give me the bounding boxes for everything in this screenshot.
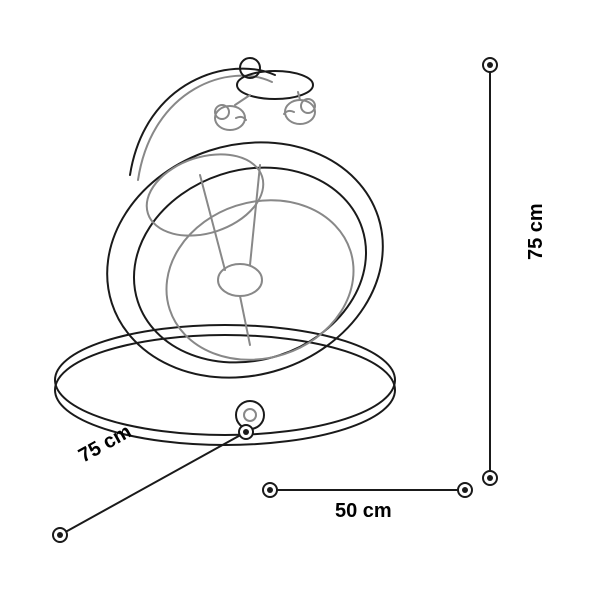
seat-pad xyxy=(146,176,375,383)
dim-markers xyxy=(53,58,497,542)
toy-bird-right xyxy=(284,99,315,124)
control-knob xyxy=(236,401,264,429)
base-ring-bottom xyxy=(55,335,395,445)
product-sketch xyxy=(55,58,414,445)
harness-strap-right xyxy=(250,165,260,265)
control-knob-inner xyxy=(244,409,256,421)
toy-string-left xyxy=(235,95,250,105)
diagram-svg xyxy=(0,0,600,600)
crotch-strap xyxy=(240,296,250,345)
seat-outer xyxy=(76,107,413,412)
harness-buckle xyxy=(218,264,262,296)
dimension-lines xyxy=(53,58,497,542)
dim-label-height: 75 cm xyxy=(525,203,548,260)
mobile-arm-2 xyxy=(138,76,272,180)
base-ring-top xyxy=(55,325,395,435)
toy-bird-left xyxy=(215,105,246,130)
dim-label-width: 50 cm xyxy=(335,500,392,523)
toy-string-right xyxy=(298,92,300,100)
dimension-diagram: 75 cm 50 cm 75 cm xyxy=(0,0,600,600)
